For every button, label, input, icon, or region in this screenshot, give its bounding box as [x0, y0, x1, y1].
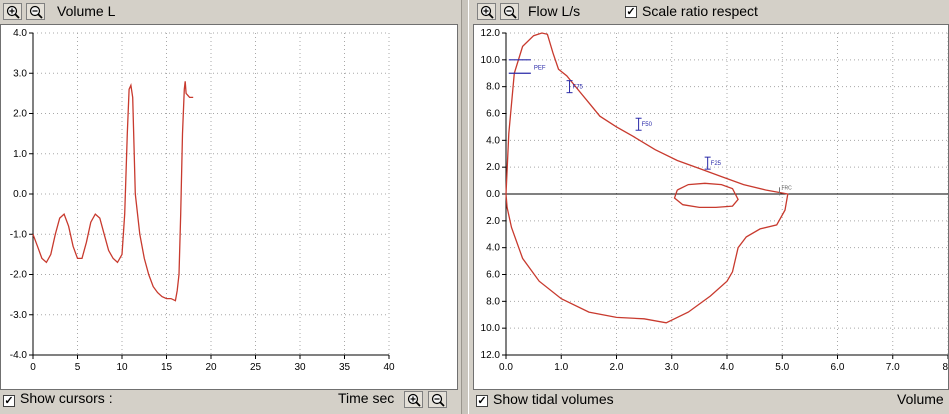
- y-tick-label: 8.0: [486, 296, 500, 307]
- y-tick-label: 0.0: [13, 189, 27, 200]
- volume-time-chart: 0 5 10 15 20 25 30 35 40 4.0 3.0 2.0 1.0 0.0 -1.0 -2.0 -…: [10, 28, 395, 373]
- zoom-out-icon: [29, 5, 43, 19]
- x-tick-label: 0: [30, 362, 36, 373]
- x-tick-label: 5.0: [775, 362, 789, 373]
- volume-axis-label: Volume: [897, 391, 944, 407]
- zoom-out-icon: [503, 5, 517, 19]
- x-tick-label: 40: [383, 362, 395, 373]
- marker-f50-label: F50: [642, 122, 653, 128]
- y-tick-label: 4.0: [13, 28, 27, 39]
- volume-zoom-out-button[interactable]: [26, 3, 45, 20]
- zoom-in-icon: [407, 393, 421, 407]
- tidal-loop-line: [673, 182, 739, 209]
- volume-bottom-bar: ✓ Show cursors : Time sec: [0, 390, 461, 414]
- y-tick-label: 1.0: [13, 149, 27, 160]
- y-tick-label: 10.0: [481, 323, 501, 334]
- x-tick-label: 3.0: [665, 362, 679, 373]
- flow-bottom-bar: ✓ Show tidal volumes Volume: [469, 390, 949, 414]
- flow-loop-line: [505, 32, 789, 324]
- marker-pef-label: PEF: [534, 66, 546, 72]
- y-tick-label: -1.0: [10, 229, 28, 240]
- y-tick-label: 6.0: [486, 109, 500, 120]
- volume-toolbar: Volume L: [0, 0, 461, 24]
- scale-ratio-checkbox[interactable]: ✓: [625, 6, 637, 18]
- y-tick-label: 8.0: [486, 82, 500, 93]
- y-tick-label: 2.0: [13, 109, 27, 120]
- flow-panel: Flow L/s ✓ Scale ratio respect 0.0 1.0 2.0…: [469, 0, 949, 414]
- x-tick-label: 6.0: [831, 362, 845, 373]
- volume-chart-title: Volume L: [57, 3, 116, 19]
- zoom-in-icon: [6, 5, 20, 19]
- volume-series-line: [32, 81, 194, 302]
- x-tick-label: 10: [116, 362, 128, 373]
- time-axis-label: Time sec: [338, 390, 395, 406]
- scale-ratio-label: Scale ratio respect: [642, 3, 758, 19]
- y-tick-label: 2.0: [486, 216, 500, 227]
- y-tick-label: 12.0: [481, 350, 501, 361]
- y-tick-label: 6.0: [486, 270, 500, 281]
- show-cursors-label: Show cursors :: [20, 390, 113, 406]
- show-tidal-label: Show tidal volumes: [493, 391, 614, 407]
- marker-f25-label: F25: [711, 161, 722, 167]
- flow-zoom-out-button[interactable]: [500, 3, 519, 20]
- y-tick-label: 3.0: [13, 68, 27, 79]
- y-tick-label: 0.0: [486, 189, 500, 200]
- x-tick-label: 20: [205, 362, 217, 373]
- y-tick-label: -2.0: [10, 270, 28, 281]
- flow-volume-plot[interactable]: 0.0 1.0 2.0 3.0 4.0 5.0 6.0 7.0 8 12.0 10.0 8.0 6.0 4…: [473, 24, 949, 390]
- volume-time-plot[interactable]: 0 5 10 15 20 25 30 35 40 4.0 3.0 2.0 1.0 0.0 -1.0 -2.0 -…: [0, 24, 458, 390]
- y-tick-label: 10.0: [481, 55, 501, 66]
- y-tick-label: -4.0: [10, 350, 28, 361]
- x-tick-label: 30: [294, 362, 306, 373]
- x-tick-label: 0.0: [499, 362, 513, 373]
- x-tick-label: 35: [339, 362, 351, 373]
- marker-frc-label: FRC: [781, 185, 792, 191]
- x-tick-label: 2.0: [610, 362, 624, 373]
- time-zoom-out-button[interactable]: [428, 391, 447, 408]
- flow-chart-title: Flow L/s: [528, 3, 581, 19]
- volume-zoom-in-button[interactable]: [3, 3, 22, 20]
- x-tick-label: 4.0: [720, 362, 734, 373]
- flow-volume-chart: 0.0 1.0 2.0 3.0 4.0 5.0 6.0 7.0 8 12.0 10.0 8.0 6.0 4…: [481, 28, 949, 373]
- show-tidal-checkbox[interactable]: ✓: [476, 395, 488, 407]
- y-tick-label: 2.0: [486, 162, 500, 173]
- zoom-in-icon: [480, 5, 494, 19]
- flow-toolbar: Flow L/s ✓ Scale ratio respect: [469, 0, 949, 24]
- y-tick-label: 4.0: [486, 243, 500, 254]
- x-tick-label: 25: [250, 362, 262, 373]
- x-tick-label: 1.0: [554, 362, 568, 373]
- x-tick-label: 15: [161, 362, 173, 373]
- x-tick-label: 5: [75, 362, 81, 373]
- x-tick-label: 8: [942, 362, 948, 373]
- y-tick-label: 4.0: [486, 135, 500, 146]
- volume-panel: Volume L 0 5 10 15 20 25 30 35 40 4.0 3.0 2.0 1.0 0.0…: [0, 0, 461, 414]
- y-tick-label: -3.0: [10, 310, 28, 321]
- panel-splitter[interactable]: [461, 0, 469, 414]
- flow-zoom-in-button[interactable]: [477, 3, 496, 20]
- zoom-out-icon: [431, 393, 445, 407]
- time-zoom-in-button[interactable]: [404, 391, 423, 408]
- x-tick-label: 7.0: [886, 362, 900, 373]
- y-tick-label: 12.0: [481, 28, 501, 39]
- marker-f75-label: F75: [573, 85, 584, 91]
- show-cursors-checkbox[interactable]: ✓: [3, 395, 15, 407]
